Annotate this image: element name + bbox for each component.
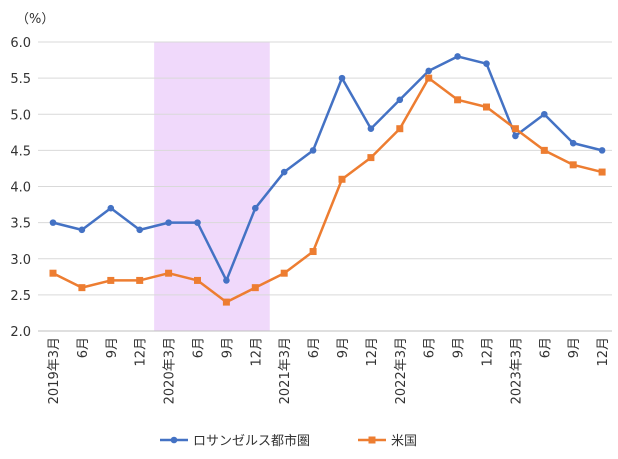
- x-tick-label: 12月: [481, 337, 496, 367]
- y-tick-label: 4.0: [10, 181, 31, 196]
- x-tick-label: 12月: [249, 337, 264, 367]
- data-point: [194, 276, 201, 284]
- data-point: [425, 67, 433, 75]
- data-point: [367, 125, 375, 132]
- x-tick-label: 9月: [105, 337, 120, 358]
- x-tick-label: 9月: [336, 337, 351, 358]
- y-tick-label: 3.0: [10, 253, 31, 268]
- y-unit-label: （%）: [16, 12, 54, 27]
- data-point: [78, 284, 86, 292]
- x-tick-label: 12月: [365, 337, 380, 367]
- data-point: [511, 125, 519, 133]
- x-tick-label: 9月: [220, 337, 235, 358]
- y-tick-label: 5.0: [10, 108, 31, 123]
- data-point: [49, 219, 57, 226]
- y-tick-label: 4.5: [10, 144, 31, 159]
- data-point: [454, 53, 461, 60]
- x-tick-label: 9月: [567, 337, 582, 358]
- data-point: [78, 226, 86, 234]
- data-point: [396, 125, 404, 133]
- series-2: [49, 74, 606, 306]
- data-point: [194, 219, 201, 226]
- data-point: [107, 204, 115, 212]
- legend-label: 米国: [391, 434, 417, 449]
- y-axis-ticks: 6.0 5.5 5.0 4.5 4.0 3.5 3.0 2.5 2.0: [10, 36, 31, 340]
- y-tick-label: 2.5: [10, 289, 31, 304]
- x-tick-label: 2023年3月: [509, 337, 524, 404]
- data-point: [252, 204, 259, 212]
- data-point: [223, 277, 230, 284]
- data-point: [454, 96, 462, 104]
- series-1: [49, 53, 606, 284]
- data-point: [425, 74, 433, 82]
- data-point: [107, 276, 115, 284]
- legend-marker: [368, 436, 376, 444]
- legend-label: ロサンゼルス都市圏: [193, 433, 310, 449]
- data-point: [483, 103, 490, 111]
- x-tick-label: 6月: [76, 337, 91, 358]
- x-tick-label: 2019年3月: [47, 337, 62, 404]
- series-line: [52, 55, 603, 282]
- data-point: [165, 219, 172, 226]
- data-point: [280, 269, 288, 277]
- data-point: [396, 96, 404, 104]
- data-point: [483, 60, 490, 67]
- legend: ロサンゼルス都市圏 米国: [160, 433, 417, 449]
- x-tick-label: 6月: [538, 337, 553, 358]
- data-point: [309, 147, 317, 154]
- data-point: [367, 154, 375, 162]
- data-point: [49, 269, 57, 277]
- x-tick-label: 6月: [423, 337, 438, 358]
- data-point: [165, 269, 173, 277]
- data-point: [569, 161, 577, 169]
- x-tick-label: 2022年3月: [394, 337, 409, 404]
- x-axis-ticks: 2019年3月 6月 9月 12月 2020年3月 6月 9月 12月 2021年3月 6月 9月 1…: [47, 337, 611, 404]
- x-tick-label: 6月: [192, 337, 207, 358]
- data-point: [512, 132, 519, 140]
- data-point: [598, 147, 606, 154]
- data-point: [541, 110, 548, 118]
- x-tick-label: 6月: [307, 337, 322, 358]
- x-tick-label: 12月: [134, 337, 149, 367]
- y-tick-label: 5.5: [10, 72, 31, 87]
- data-point: [309, 248, 317, 256]
- data-point: [136, 276, 144, 284]
- y-tick-label: 6.0: [10, 36, 31, 51]
- data-point: [569, 139, 577, 147]
- series-group: [49, 53, 606, 306]
- data-point: [338, 74, 346, 82]
- data-point: [251, 284, 259, 292]
- y-tick-label: 2.0: [10, 325, 31, 340]
- x-tick-label: 2021年3月: [278, 337, 293, 404]
- data-point: [338, 175, 346, 183]
- legend-marker: [170, 436, 178, 444]
- data-point: [280, 168, 288, 176]
- data-point: [136, 226, 143, 234]
- x-tick-label: 2020年3月: [163, 337, 178, 404]
- x-tick-label: 9月: [452, 337, 467, 358]
- data-point: [598, 168, 606, 176]
- series-line: [52, 76, 603, 304]
- grid-lines: [38, 41, 612, 332]
- x-tick-label: 12月: [596, 337, 611, 367]
- y-tick-label: 3.5: [10, 217, 31, 232]
- data-point: [222, 298, 230, 306]
- data-point: [540, 146, 548, 154]
